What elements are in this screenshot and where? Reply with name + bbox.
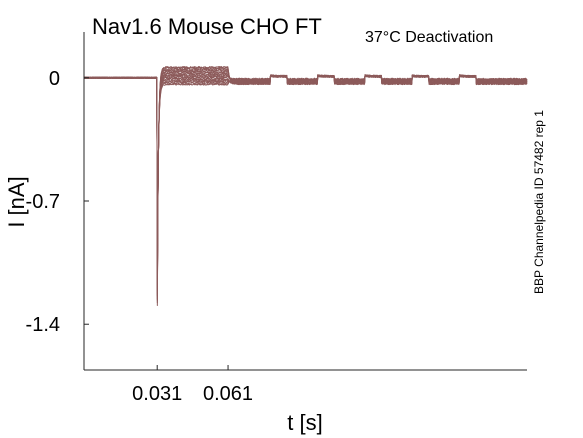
current-trace <box>83 74 528 284</box>
current-trace <box>83 74 528 281</box>
current-trace <box>83 75 528 287</box>
channelpedia-id-label: BBP Channelpedia ID 57482 rep 1 <box>532 110 546 294</box>
current-trace <box>83 74 528 291</box>
current-trace <box>83 71 528 296</box>
current-trace <box>83 69 528 300</box>
x-tick-label: 0.031 <box>132 383 182 405</box>
current-trace <box>83 68 528 301</box>
current-trace <box>83 73 528 294</box>
current-trace <box>83 66 528 304</box>
y-axis-ticks: 0 -0.7 -1.4 <box>26 68 89 336</box>
current-trace <box>83 74 528 285</box>
current-traces <box>83 66 528 307</box>
current-trace <box>83 70 528 297</box>
current-trace <box>83 74 528 277</box>
current-trace <box>83 74 528 289</box>
y-tick-label: 0 <box>49 68 60 90</box>
current-trace <box>83 66 528 307</box>
y-axis-label: I [nA] <box>4 176 29 227</box>
y-tick-label: -0.7 <box>26 191 60 213</box>
current-trace <box>83 74 528 279</box>
y-tick-label: -1.4 <box>26 314 60 336</box>
chart-subtitle: 37°C Deactivation <box>365 29 493 46</box>
x-axis-label: t [s] <box>287 410 322 435</box>
chart-title: Nav1.6 Mouse CHO FT <box>92 14 322 39</box>
x-tick-label: 0.061 <box>203 383 253 405</box>
x-axis-ticks: 0.031 0.061 <box>132 365 253 405</box>
